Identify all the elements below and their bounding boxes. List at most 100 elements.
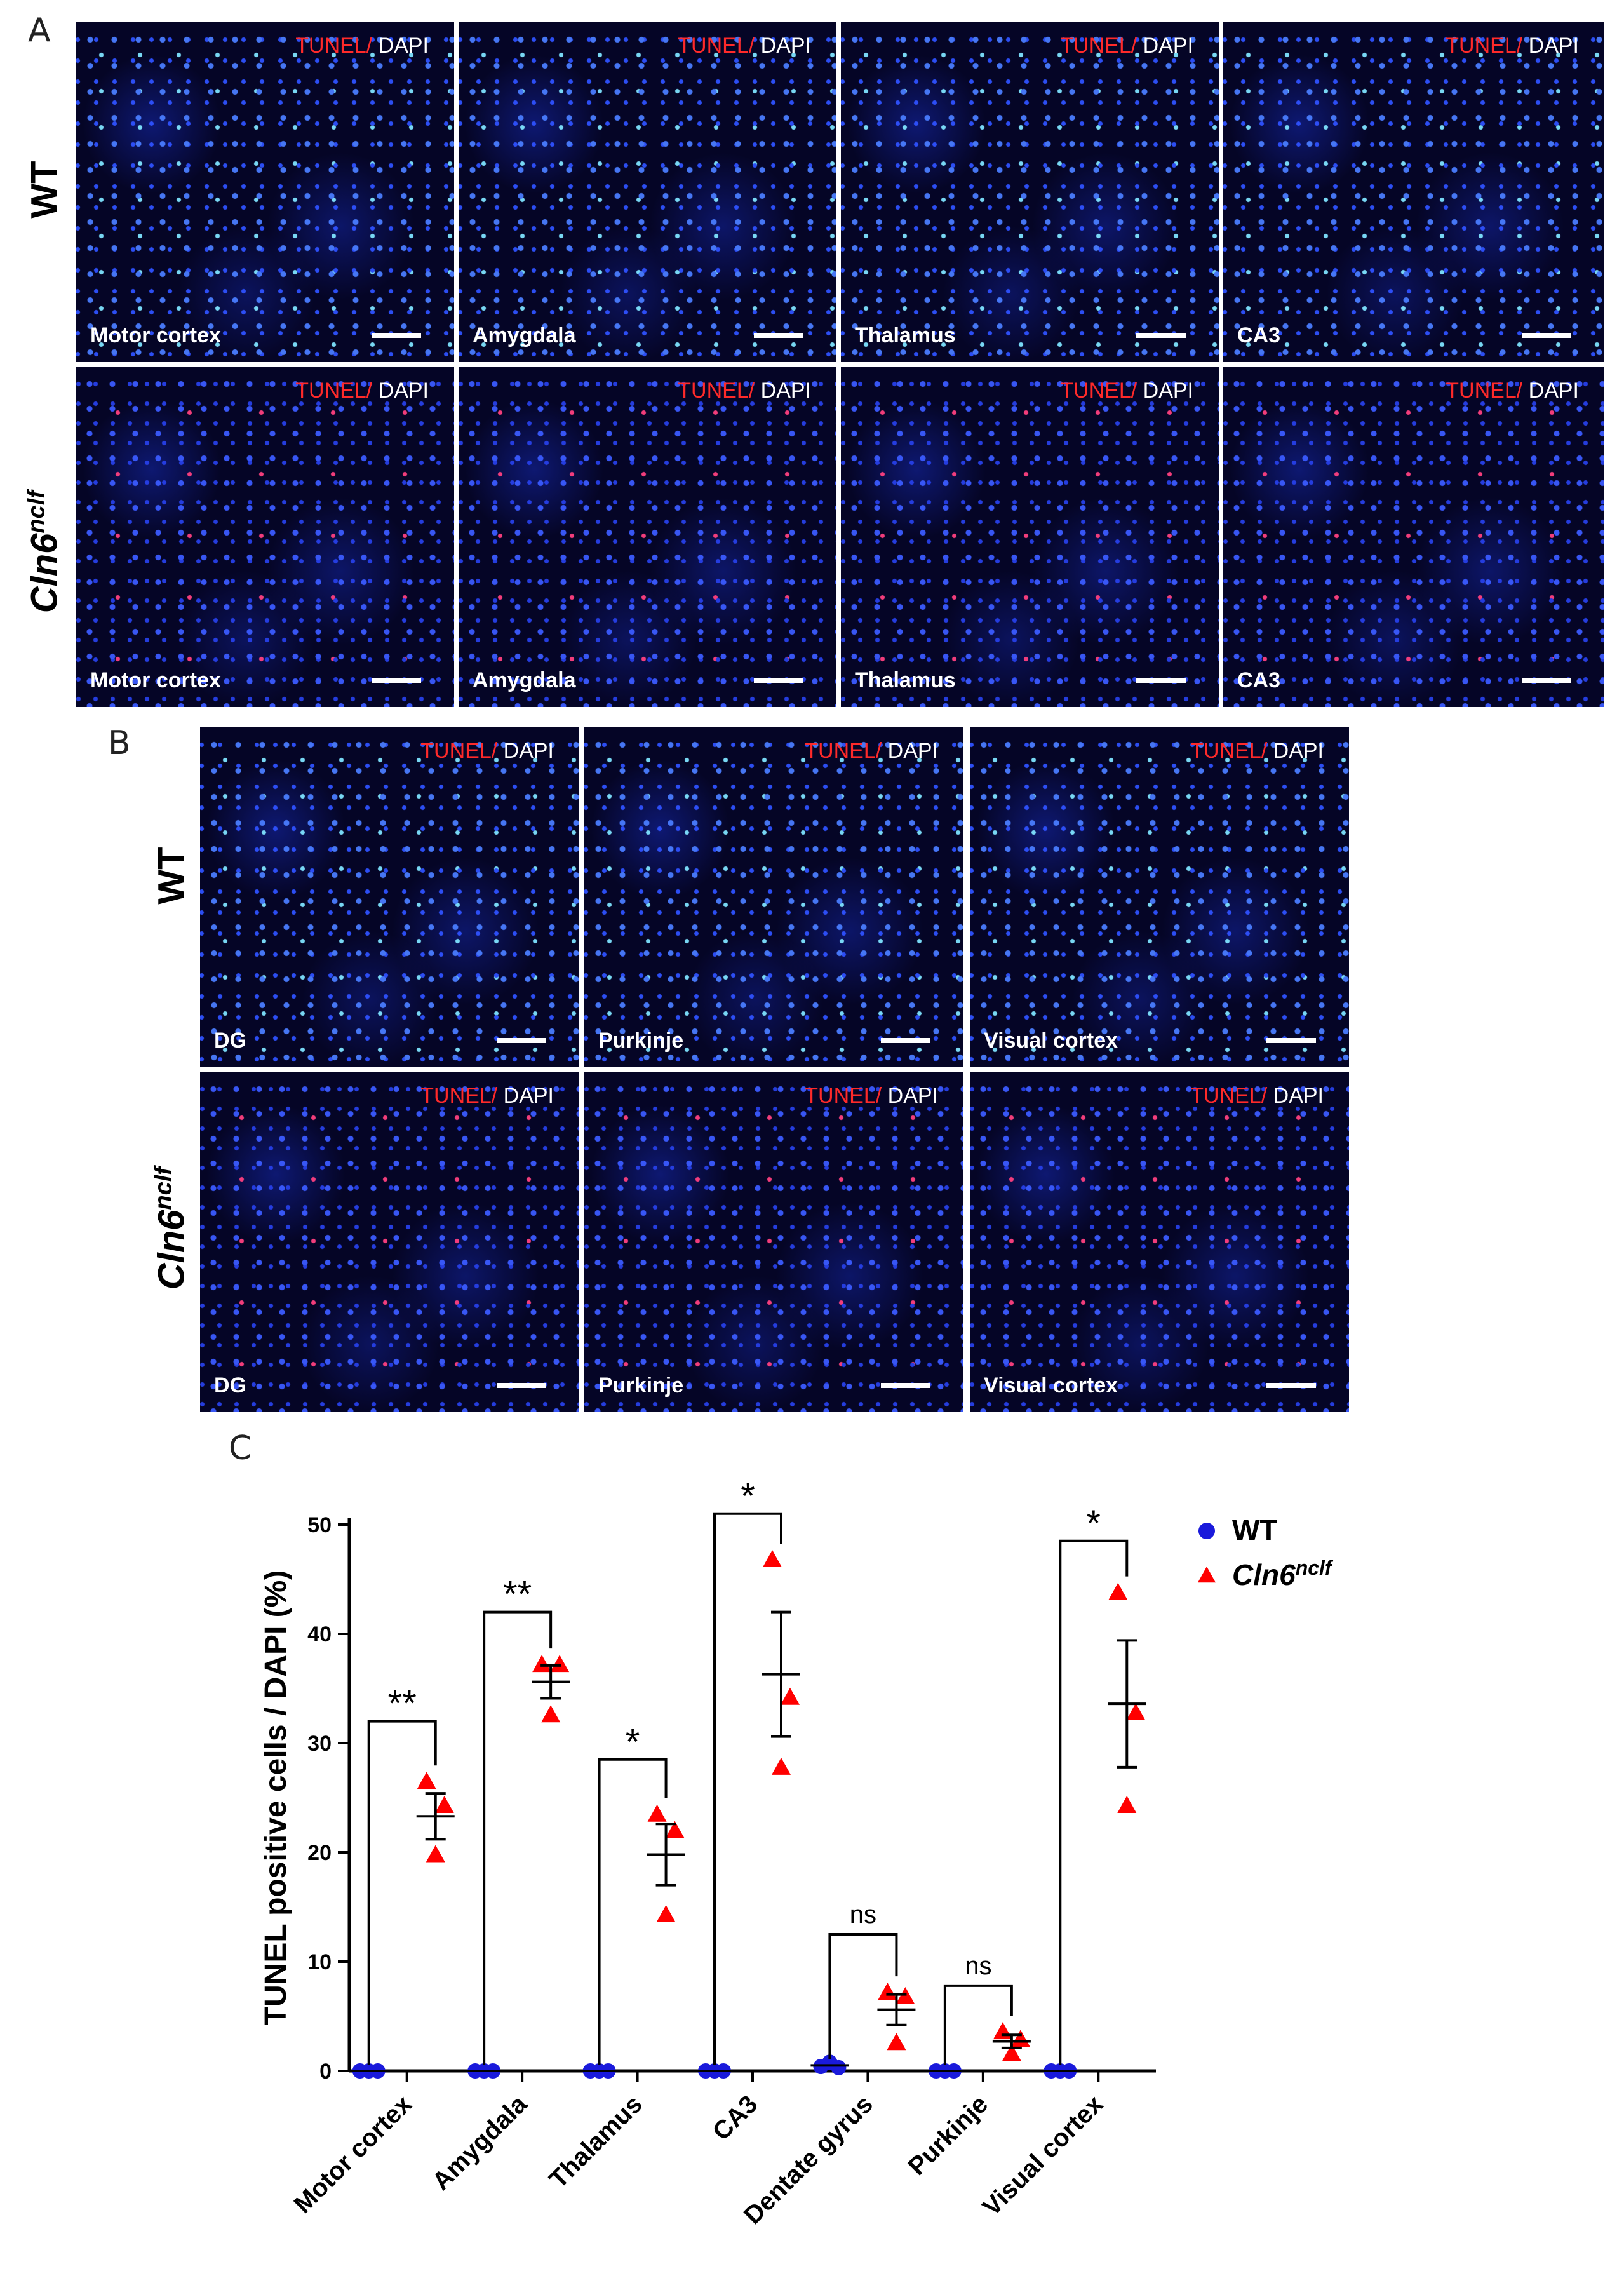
panel-label-b: B: [108, 724, 131, 762]
y-tick-label: 40: [307, 1622, 332, 1647]
significance-bracket: [1059, 1539, 1129, 2065]
y-tick-label: 20: [307, 1841, 332, 1865]
mutant-point: [426, 1845, 445, 1863]
mutant-point: [665, 1821, 685, 1838]
scale-bar: [1522, 678, 1571, 683]
y-tick-label: 30: [307, 1732, 332, 1756]
y-tick-label: 10: [307, 1950, 332, 1974]
mutant-point: [417, 1772, 436, 1789]
mutant-point: [1002, 2044, 1021, 2061]
micrograph-a-wt-ca3: TUNEL/ DAPI CA3: [1223, 22, 1604, 362]
micrograph-a-wt-motor-cortex: TUNEL/ DAPI Motor cortex: [76, 22, 454, 362]
wt-point: [831, 2059, 847, 2075]
significance-label: *: [626, 1722, 640, 1763]
mutant-point: [1010, 2030, 1030, 2047]
mutant-point: [550, 1655, 570, 1673]
panel-label-c: C: [229, 1429, 252, 1467]
x-tick-label: CA3: [708, 2090, 763, 2146]
region-label: DG: [214, 1373, 246, 1398]
significance-label: ns: [965, 1952, 991, 1980]
scale-bar: [881, 1383, 930, 1388]
significance-bracket: [367, 1720, 437, 2065]
scale-bar: [1266, 1038, 1316, 1043]
micrograph-b-mutant-dg: TUNEL/ DAPI DG: [200, 1072, 579, 1412]
region-label: Purkinje: [598, 1373, 684, 1398]
stain-label: TUNEL/ DAPI: [1446, 34, 1579, 58]
stain-label: TUNEL/ DAPI: [295, 379, 429, 403]
stain-label: TUNEL/ DAPI: [1190, 739, 1324, 763]
micrograph-b-wt-purkinje: TUNEL/ DAPI Purkinje: [584, 727, 963, 1067]
scale-bar: [497, 1038, 546, 1043]
row-label-wt-b: WT: [151, 847, 192, 905]
x-tick-label: Amygdala: [427, 2090, 533, 2196]
significance-bracket: [828, 1933, 898, 2059]
significance-label: ns: [850, 1901, 876, 1929]
significance-label: **: [388, 1683, 417, 1725]
mutant-point: [541, 1705, 561, 1723]
stain-label: TUNEL/ DAPI: [805, 739, 938, 763]
y-tick-label: 50: [307, 1513, 332, 1537]
stain-label: TUNEL/ DAPI: [420, 1084, 554, 1108]
mutant-point: [434, 1796, 454, 1814]
row-label-wt-a: WT: [23, 161, 65, 219]
region-label: Thalamus: [855, 323, 956, 347]
micrograph-b-wt-visual-cortex: TUNEL/ DAPI Visual cortex: [970, 727, 1349, 1067]
y-tick-label: 0: [319, 2059, 332, 2084]
region-label: Visual cortex: [984, 1028, 1118, 1053]
x-tick-label: Thalamus: [544, 2090, 648, 2194]
mutant-point: [656, 1905, 676, 1923]
legend-mutant-marker: [1198, 1567, 1216, 1583]
stain-label: TUNEL/ DAPI: [805, 1084, 938, 1108]
region-label: DG: [214, 1028, 246, 1053]
legend-wt-marker: [1198, 1523, 1215, 1539]
mutant-point: [1117, 1796, 1137, 1814]
significance-bracket: [483, 1610, 553, 2065]
micrograph-a-mutant-thalamus: TUNEL/ DAPI Thalamus: [841, 367, 1219, 707]
mutant-point: [647, 1804, 667, 1822]
x-tick-label: Visual cortex: [977, 2090, 1109, 2221]
region-label: Amygdala: [473, 668, 576, 692]
significance-bracket: [598, 1758, 668, 2065]
scale-bar: [1136, 678, 1186, 683]
region-label: Amygdala: [473, 323, 576, 347]
region-label: Thalamus: [855, 668, 956, 692]
stain-label: TUNEL/ DAPI: [1190, 1084, 1324, 1108]
region-label: Motor cortex: [90, 668, 221, 692]
stain-label: TUNEL/ DAPI: [420, 739, 554, 763]
y-axis-label: TUNEL positive cells / DAPI (%): [259, 1570, 293, 2026]
stain-label: TUNEL/ DAPI: [1060, 379, 1193, 403]
mutant-point: [772, 1757, 791, 1775]
micrograph-b-wt-dg: TUNEL/ DAPI DG: [200, 727, 579, 1067]
row-label-mutant-a: Cln6nclf: [23, 490, 65, 614]
significance-label: *: [1086, 1503, 1101, 1544]
micrograph-b-mutant-purkinje: TUNEL/ DAPI Purkinje: [584, 1072, 963, 1412]
significance-bracket: [943, 1984, 1013, 2065]
row-label-mutant-b: Cln6nclf: [150, 1167, 192, 1290]
mutant-point: [993, 2022, 1012, 2040]
scale-bar: [754, 333, 803, 338]
micrograph-a-mutant-amygdala: TUNEL/ DAPI Amygdala: [459, 367, 836, 707]
panel-label-a: A: [28, 11, 51, 50]
stain-label: TUNEL/ DAPI: [295, 34, 429, 58]
stain-label: TUNEL/ DAPI: [678, 379, 811, 403]
tunel-scatter-chart: 0 10 20 30 40 50 TUNEL positive cells / DAPI (…: [259, 1476, 1334, 2230]
micrograph-a-mutant-ca3: TUNEL/ DAPI CA3: [1223, 367, 1604, 707]
scale-bar: [754, 678, 803, 683]
stain-label: TUNEL/ DAPI: [1060, 34, 1193, 58]
mutant-point: [532, 1655, 552, 1673]
scale-bar: [881, 1038, 930, 1043]
legend-wt-label: WT: [1232, 1514, 1278, 1547]
micrograph-b-mutant-visual-cortex: TUNEL/ DAPI Visual cortex: [970, 1072, 1349, 1412]
scale-bar: [1266, 1383, 1316, 1388]
scale-bar: [1522, 333, 1571, 338]
micrograph-a-wt-thalamus: TUNEL/ DAPI Thalamus: [841, 22, 1219, 362]
stain-label: TUNEL/ DAPI: [1446, 379, 1579, 403]
mutant-point: [763, 1550, 782, 1568]
scale-bar: [372, 678, 421, 683]
panel-c-chart: 0 10 20 30 40 50 TUNEL positive cells / DAPI (…: [216, 1461, 1550, 2271]
mutant-point: [878, 1983, 897, 2000]
scale-bar: [1136, 333, 1186, 338]
mutant-point: [1108, 1582, 1128, 1600]
stain-label: TUNEL/ DAPI: [678, 34, 811, 58]
mutant-point: [781, 1687, 800, 1705]
